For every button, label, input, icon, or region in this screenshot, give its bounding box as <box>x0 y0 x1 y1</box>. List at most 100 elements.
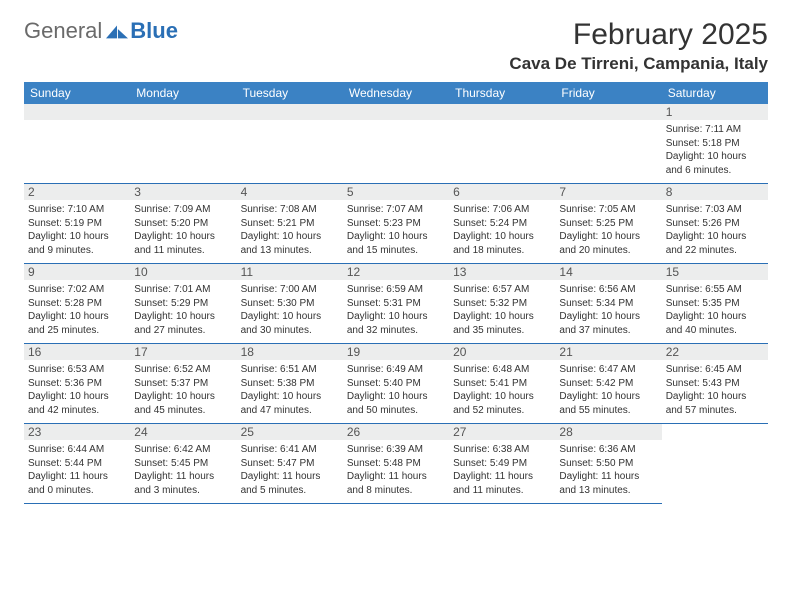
calendar-cell: 27 Sunrise: 6:38 AMSunset: 5:49 PMDayligh… <box>449 424 555 504</box>
daynum-empty <box>555 104 661 120</box>
calendar-cell: 22Sunrise: 6:45 AMSunset: 5:43 PMDayligh… <box>662 344 768 424</box>
location: Cava De Tirreni, Campania, Italy <box>509 54 768 74</box>
dow-header: Tuesday <box>237 82 343 104</box>
cell-details: Sunrise: 7:06 AMSunset: 5:24 PMDaylight:… <box>453 203 551 257</box>
calendar-cell: 18Sunrise: 6:51 AMSunset: 5:38 PMDayligh… <box>237 344 343 424</box>
cell-details: Sunrise: 6:48 AMSunset: 5:41 PMDaylight:… <box>453 363 551 417</box>
calendar-cell: 11Sunrise: 7:00 AMSunset: 5:30 PMDayligh… <box>237 264 343 344</box>
calendar-cell: 28Sunrise: 6:36 AMSunset: 5:50 PMDayligh… <box>555 424 661 504</box>
daynum-empty <box>130 104 236 120</box>
daynum: 2 <box>24 184 130 200</box>
calendar-cell: 4 Sunrise: 7:08 AMSunset: 5:21 PMDaylight… <box>237 184 343 264</box>
cell-details: Sunrise: 6:38 AMSunset: 5:49 PMDaylight:… <box>453 443 551 497</box>
calendar-cell: 14 Sunrise: 6:56 AMSunset: 5:34 PMDayligh… <box>555 264 661 344</box>
cell-details: Sunrise: 7:01 AMSunset: 5:29 PMDaylight:… <box>134 283 232 337</box>
calendar-cell: 1 Sunrise: 7:11 AMSunset: 5:18 PMDaylight… <box>662 104 768 184</box>
daynum: 3 <box>130 184 236 200</box>
calendar-cell: 8 Sunrise: 7:03 AMSunset: 5:26 PMDaylight… <box>662 184 768 264</box>
calendar-cell: 9 Sunrise: 7:02 AMSunset: 5:28 PMDaylight… <box>24 264 130 344</box>
dow-header: Thursday <box>449 82 555 104</box>
daynum: 20 <box>449 344 555 360</box>
daynum: 17 <box>130 344 236 360</box>
calendar-page: General Blue February 2025 Cava De Tirre… <box>0 0 792 522</box>
daynum: 21 <box>555 344 661 360</box>
daynum-empty <box>343 104 449 120</box>
cell-details: Sunrise: 6:49 AMSunset: 5:40 PMDaylight:… <box>347 363 445 417</box>
daynum: 14 <box>555 264 661 280</box>
calendar-week-row: 2 Sunrise: 7:10 AMSunset: 5:19 PMDaylight… <box>24 184 768 264</box>
cell-details: Sunrise: 7:02 AMSunset: 5:28 PMDaylight:… <box>28 283 126 337</box>
cell-details: Sunrise: 6:57 AMSunset: 5:32 PMDaylight:… <box>453 283 551 337</box>
calendar-cell: 3 Sunrise: 7:09 AMSunset: 5:20 PMDaylight… <box>130 184 236 264</box>
daynum: 9 <box>24 264 130 280</box>
calendar-cell: 23Sunrise: 6:44 AMSunset: 5:44 PMDayligh… <box>24 424 130 504</box>
dow-header: Saturday <box>662 82 768 104</box>
cell-details: Sunrise: 7:03 AMSunset: 5:26 PMDaylight:… <box>666 203 764 257</box>
daynum-empty <box>449 104 555 120</box>
daynum-empty <box>24 104 130 120</box>
calendar-cell: 19 Sunrise: 6:49 AMSunset: 5:40 PMDayligh… <box>343 344 449 424</box>
cell-details: Sunrise: 7:07 AMSunset: 5:23 PMDaylight:… <box>347 203 445 257</box>
calendar-cell: 20 Sunrise: 6:48 AMSunset: 5:41 PMDayligh… <box>449 344 555 424</box>
dow-header: Sunday <box>24 82 130 104</box>
calendar-cell <box>662 424 768 504</box>
header: General Blue February 2025 Cava De Tirre… <box>24 18 768 74</box>
daynum: 6 <box>449 184 555 200</box>
cell-details: Sunrise: 7:10 AMSunset: 5:19 PMDaylight:… <box>28 203 126 257</box>
cell-details: Sunrise: 7:05 AMSunset: 5:25 PMDaylight:… <box>559 203 657 257</box>
cell-details: Sunrise: 6:55 AMSunset: 5:35 PMDaylight:… <box>666 283 764 337</box>
calendar-cell: 25 Sunrise: 6:41 AMSunset: 5:47 PMDayligh… <box>237 424 343 504</box>
calendar-week-row: 16Sunrise: 6:53 AMSunset: 5:36 PMDayligh… <box>24 344 768 424</box>
dow-header: Monday <box>130 82 236 104</box>
daynum: 26 <box>343 424 449 440</box>
calendar-cell: 6 Sunrise: 7:06 AMSunset: 5:24 PMDaylight… <box>449 184 555 264</box>
month-title: February 2025 <box>509 18 768 52</box>
cell-details: Sunrise: 6:39 AMSunset: 5:48 PMDaylight:… <box>347 443 445 497</box>
daynum: 22 <box>662 344 768 360</box>
daynum: 28 <box>555 424 661 440</box>
calendar-cell: 24 Sunrise: 6:42 AMSunset: 5:45 PMDayligh… <box>130 424 236 504</box>
cell-details: Sunrise: 6:56 AMSunset: 5:34 PMDaylight:… <box>559 283 657 337</box>
calendar-cell <box>343 104 449 184</box>
calendar-cell <box>130 104 236 184</box>
calendar-cell <box>24 104 130 184</box>
daynum: 25 <box>237 424 343 440</box>
calendar-cell: 21Sunrise: 6:47 AMSunset: 5:42 PMDayligh… <box>555 344 661 424</box>
daynum: 1 <box>662 104 768 120</box>
calendar-week-row: 1 Sunrise: 7:11 AMSunset: 5:18 PMDaylight… <box>24 104 768 184</box>
calendar-cell: 2 Sunrise: 7:10 AMSunset: 5:19 PMDaylight… <box>24 184 130 264</box>
cell-details: Sunrise: 7:08 AMSunset: 5:21 PMDaylight:… <box>241 203 339 257</box>
calendar-cell: 5Sunrise: 7:07 AMSunset: 5:23 PMDaylight… <box>343 184 449 264</box>
calendar-cell <box>449 104 555 184</box>
calendar-week-row: 9 Sunrise: 7:02 AMSunset: 5:28 PMDaylight… <box>24 264 768 344</box>
cell-details: Sunrise: 6:41 AMSunset: 5:47 PMDaylight:… <box>241 443 339 497</box>
daynum-empty <box>237 104 343 120</box>
daynum: 8 <box>662 184 768 200</box>
daynum: 27 <box>449 424 555 440</box>
day-of-week-row: Sunday Monday Tuesday Wednesday Thursday… <box>24 82 768 104</box>
cell-details: Sunrise: 6:42 AMSunset: 5:45 PMDaylight:… <box>134 443 232 497</box>
logo-sail-icon <box>106 23 128 39</box>
daynum: 23 <box>24 424 130 440</box>
logo: General Blue <box>24 18 178 44</box>
calendar-week-row: 23Sunrise: 6:44 AMSunset: 5:44 PMDayligh… <box>24 424 768 504</box>
daynum: 10 <box>130 264 236 280</box>
calendar-cell: 26 Sunrise: 6:39 AMSunset: 5:48 PMDayligh… <box>343 424 449 504</box>
calendar-cell: 16Sunrise: 6:53 AMSunset: 5:36 PMDayligh… <box>24 344 130 424</box>
daynum: 15 <box>662 264 768 280</box>
daynum: 16 <box>24 344 130 360</box>
daynum: 24 <box>130 424 236 440</box>
calendar-cell: 13Sunrise: 6:57 AMSunset: 5:32 PMDayligh… <box>449 264 555 344</box>
cell-details: Sunrise: 7:11 AMSunset: 5:18 PMDaylight:… <box>666 123 764 177</box>
calendar-cell: 12Sunrise: 6:59 AMSunset: 5:31 PMDayligh… <box>343 264 449 344</box>
daynum: 4 <box>237 184 343 200</box>
logo-text-general: General <box>24 18 102 44</box>
calendar-cell <box>555 104 661 184</box>
cell-details: Sunrise: 7:09 AMSunset: 5:20 PMDaylight:… <box>134 203 232 257</box>
calendar-table: Sunday Monday Tuesday Wednesday Thursday… <box>24 82 768 504</box>
logo-text-blue: Blue <box>130 18 178 44</box>
daynum: 19 <box>343 344 449 360</box>
cell-details: Sunrise: 6:52 AMSunset: 5:37 PMDaylight:… <box>134 363 232 417</box>
cell-details: Sunrise: 7:00 AMSunset: 5:30 PMDaylight:… <box>241 283 339 337</box>
calendar-cell: 15 Sunrise: 6:55 AMSunset: 5:35 PMDayligh… <box>662 264 768 344</box>
